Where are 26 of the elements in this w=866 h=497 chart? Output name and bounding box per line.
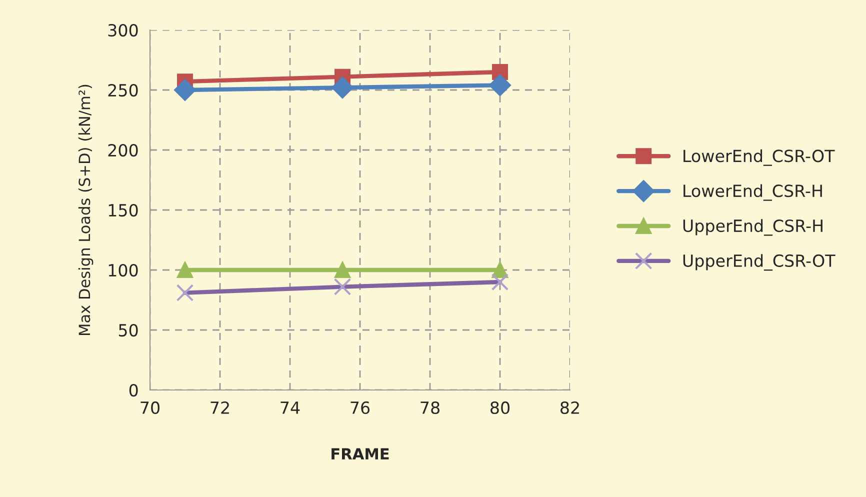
point — [174, 79, 196, 101]
point — [334, 262, 350, 278]
point — [492, 262, 508, 278]
x-tick-label: 76 — [350, 401, 370, 414]
y-tick-label: 200 — [108, 144, 138, 157]
x-tick-label: 80 — [490, 401, 510, 414]
y-tick-label: 300 — [108, 24, 138, 37]
y-tick-label: 100 — [108, 264, 138, 277]
legend-label: LowerEnd_CSR-OT — [684, 149, 835, 166]
point — [332, 76, 354, 98]
legend-label: UpperEnd_CSR-OT — [683, 254, 836, 271]
legend-label: UpperEnd_CSR-H — [683, 219, 822, 236]
point — [177, 262, 193, 278]
point — [489, 74, 511, 96]
x-tick-label: 78 — [420, 401, 440, 414]
x-tick-label: 72 — [210, 401, 229, 414]
y-tick-label: 0 — [129, 384, 138, 397]
y-tick-label: 250 — [108, 84, 138, 97]
y-axis-title: Max Design Loads (S+D) (kN/m²) — [78, 84, 94, 335]
y-tick-label: 150 — [108, 204, 138, 217]
legend-label: LowerEnd_CSR-H — [684, 184, 822, 201]
x-tick-label: 74 — [280, 402, 300, 414]
x-tick-label: 70 — [140, 401, 160, 414]
x-axis-title: FRAME — [332, 448, 389, 460]
x-tick-label: 82 — [560, 401, 579, 414]
y-tick-label: 50 — [118, 324, 138, 337]
